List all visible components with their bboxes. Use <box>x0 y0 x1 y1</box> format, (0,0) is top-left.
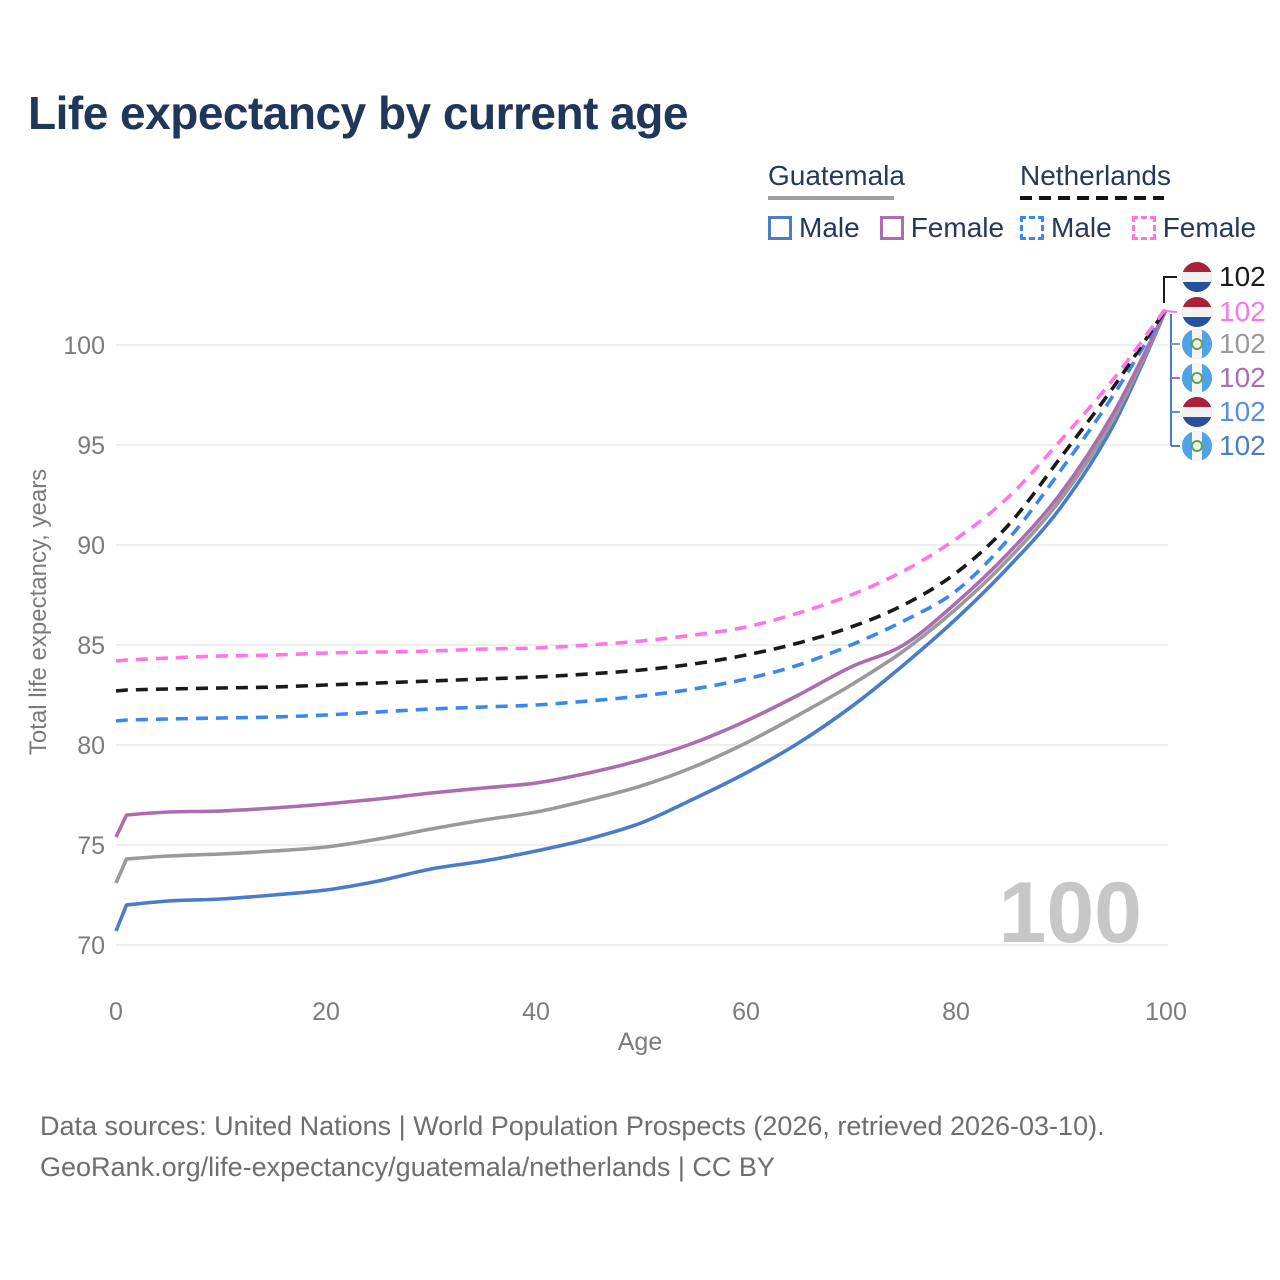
solid-box-swatch <box>768 216 792 240</box>
y-tick-label: 70 <box>77 932 105 960</box>
x-tick-label: 0 <box>109 998 123 1026</box>
end-label-value: 102 <box>1219 430 1266 461</box>
netherlands-flag-icon <box>1182 397 1212 427</box>
end-label-value: 102 <box>1219 396 1266 427</box>
connector-nl-both <box>1163 276 1177 303</box>
dashed-box-swatch <box>1020 216 1044 240</box>
series-line-netherlands-male <box>115 308 1168 723</box>
x-tick-label: 80 <box>942 998 970 1026</box>
end-label-row-guatemala-female: 102 <box>1182 362 1266 394</box>
dashed-line-swatch <box>1020 196 1164 200</box>
guatemala-flag-icon <box>1182 431 1212 461</box>
end-label-row-guatemala-both-sexes: 102 <box>1182 328 1266 360</box>
legend-country-name: Guatemala <box>768 160 905 191</box>
y-tick-label: 100 <box>63 332 105 360</box>
end-label-value: 102 <box>1219 296 1266 327</box>
y-tick-label: 80 <box>77 732 105 760</box>
age-watermark: 100 <box>998 865 1143 961</box>
end-label-row-netherlands-female: 102 <box>1182 296 1266 328</box>
solid-line-swatch <box>768 196 894 200</box>
y-tick-label: 95 <box>77 432 105 460</box>
guatemala-flag-icon <box>1182 329 1212 359</box>
footer: Data sources: United Nations | World Pop… <box>40 1106 1105 1188</box>
legend-group-netherlands: Netherlands Male Female <box>1020 160 1256 244</box>
legend-item-label: Female <box>1162 212 1257 243</box>
end-label-value: 102 <box>1219 362 1266 393</box>
legend-item-netherlands-female[interactable]: Female <box>1131 212 1257 244</box>
legend-group-guatemala: Guatemala Male Female <box>768 160 1004 244</box>
y-tick-label: 75 <box>77 832 105 860</box>
netherlands-flag-icon <box>1182 262 1212 292</box>
legend-item-label: Male <box>799 212 860 243</box>
y-tick-label: 85 <box>77 632 105 660</box>
end-label-row-netherlands-male: 102 <box>1182 396 1266 428</box>
series-line-guatemala-male <box>114 309 1168 932</box>
end-label-row-guatemala-male: 102 <box>1182 430 1266 462</box>
series-line-guatemala-both-sexes <box>114 309 1168 884</box>
legend-item-label: Female <box>910 212 1005 243</box>
legend-item-netherlands-male[interactable]: Male <box>1020 212 1112 244</box>
page-title: Life expectancy by current age <box>28 87 688 139</box>
guatemala-flag-icon <box>1182 363 1212 393</box>
x-tick-label: 100 <box>1145 998 1187 1026</box>
y-tick-label: 90 <box>77 532 105 560</box>
footer-attribution: GeoRank.org/life-expectancy/guatemala/ne… <box>40 1152 775 1182</box>
solid-box-swatch <box>879 216 904 240</box>
legend-country-name: Netherlands <box>1020 160 1171 191</box>
x-tick-label: 40 <box>522 998 550 1026</box>
series-line-netherlands-both-sexes <box>115 307 1168 693</box>
series-line-guatemala-female <box>114 309 1168 838</box>
legend-country-label: Guatemala <box>768 160 1004 200</box>
x-tick-label: 20 <box>312 998 340 1026</box>
x-tick-label: 60 <box>732 998 760 1026</box>
dashed-box-swatch <box>1131 216 1156 240</box>
legend-item-label: Male <box>1051 212 1112 243</box>
netherlands-flag-icon <box>1182 297 1212 327</box>
legend-item-guatemala-male[interactable]: Male <box>768 212 860 244</box>
x-axis-title: Age <box>618 1028 662 1056</box>
connector-nl-female <box>1165 310 1178 313</box>
footer-sources: Data sources: United Nations | World Pop… <box>40 1111 1105 1141</box>
y-axis-title: Total life expectancy, years <box>25 469 52 755</box>
legend-country-label: Netherlands <box>1020 160 1256 200</box>
legend-item-guatemala-female[interactable]: Female <box>879 212 1005 244</box>
end-label-value: 102 <box>1219 261 1266 292</box>
end-label-row-netherlands-both-sexes: 102 <box>1182 261 1266 293</box>
series-line-netherlands-female <box>115 306 1168 663</box>
end-label-value: 102 <box>1219 328 1266 359</box>
